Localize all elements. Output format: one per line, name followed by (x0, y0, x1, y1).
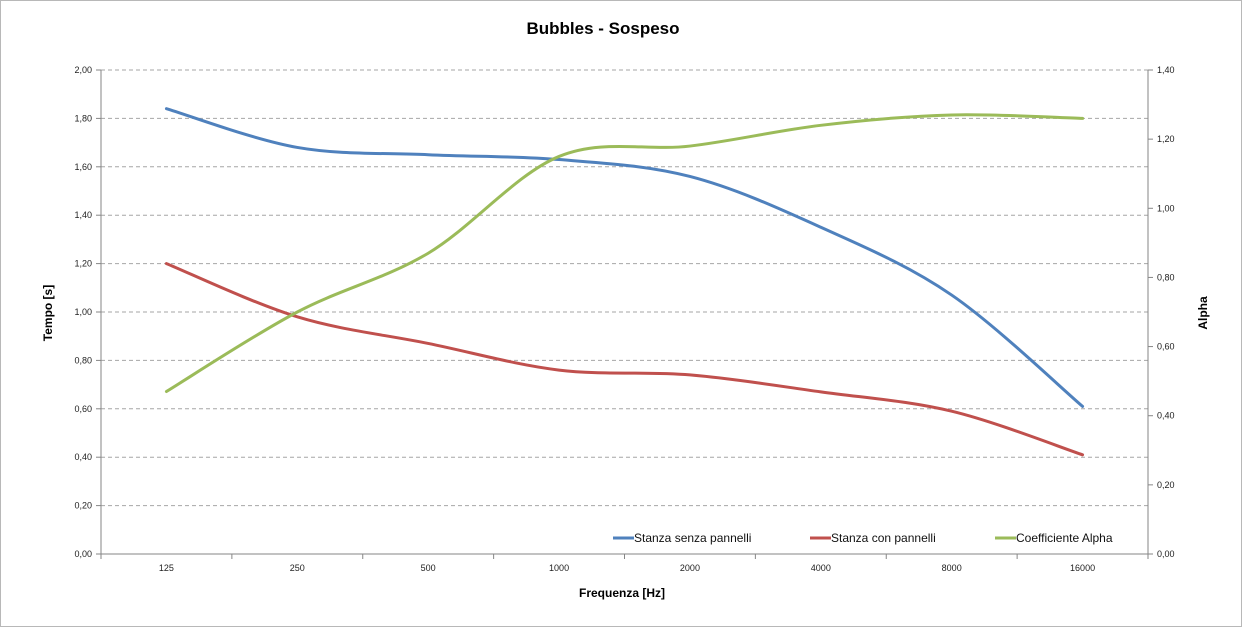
y-tick-label: 0,00 (74, 549, 92, 559)
x-tick-label: 1000 (549, 563, 569, 573)
y2-tick-label: 0,00 (1157, 549, 1175, 559)
y2-tick-label: 0,60 (1157, 342, 1175, 352)
y-axis-label: Tempo [s] (41, 285, 55, 341)
y2-tick-label: 1,20 (1157, 134, 1175, 144)
x-tick-label: 8000 (942, 563, 962, 573)
y2-tick-label: 0,40 (1157, 411, 1175, 421)
x-tick-label: 125 (159, 563, 174, 573)
y-tick-label: 0,20 (74, 501, 92, 511)
y2-tick-label: 1,00 (1157, 203, 1175, 213)
series-line-2 (164, 262, 1085, 457)
y-tick-label: 1,80 (74, 113, 92, 123)
y-tick-label: 1,60 (74, 162, 92, 172)
series-line-1 (164, 107, 1085, 408)
legend-label: Stanza con pannelli (831, 531, 936, 545)
legend-label: Stanza senza pannelli (634, 531, 751, 545)
gridlines (101, 69, 1148, 507)
y-tick-label: 1,40 (74, 210, 92, 220)
legend-label: Coefficiente Alpha (1016, 531, 1113, 545)
y-tick-label: 1,00 (74, 307, 92, 317)
x-tick-label: 500 (421, 563, 436, 573)
series-lines (164, 107, 1085, 457)
x-tick-label: 250 (290, 563, 305, 573)
y-tick-label: 2,00 (74, 65, 92, 75)
x-tick-label: 4000 (811, 563, 831, 573)
y2-tick-label: 0,80 (1157, 272, 1175, 282)
left-axis-ticks: 0,00 0,20 0,40 0,60 0,80 1,00 1,20 1,40 1,60 1,80… (74, 65, 101, 559)
y-tick-label: 0,40 (74, 452, 92, 462)
legend: Stanza senza pannelli Stanza con pannelli… (613, 531, 1113, 545)
y-tick-label: 0,80 (74, 355, 92, 365)
x-tick-label: 2000 (680, 563, 700, 573)
x-axis-ticks: 125 250 500 1000 2000 4000 8000 16000 (100, 554, 1149, 573)
y-tick-label: 0,60 (74, 404, 92, 414)
y2-axis-label: Alpha (1196, 296, 1210, 330)
x-axis-label: Frequenza [Hz] (579, 586, 665, 600)
series-line-3 (164, 113, 1085, 394)
y-tick-label: 1,20 (74, 259, 92, 269)
right-axis-ticks: 0,00 0,20 0,40 0,60 0,80 1,00 1,20 1,40 (1148, 65, 1175, 559)
y2-tick-label: 1,40 (1157, 65, 1175, 75)
y2-tick-label: 0,20 (1157, 480, 1175, 490)
x-tick-label: 16000 (1070, 563, 1095, 573)
chart-title: Bubbles - Sospeso (526, 19, 679, 38)
